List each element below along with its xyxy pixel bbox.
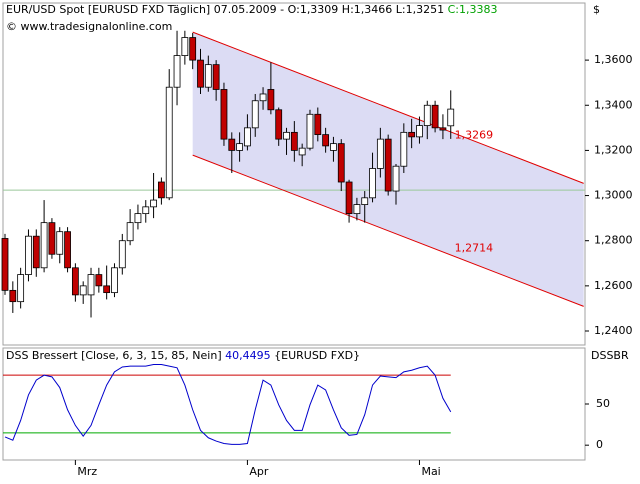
y-tick-label: 0 <box>596 438 603 451</box>
axis-label: $ <box>593 3 600 16</box>
x-tick-label: Apr <box>249 465 269 478</box>
candle-body <box>111 267 118 294</box>
candle-body <box>345 181 353 215</box>
candle-body <box>416 125 423 138</box>
candle-body <box>392 165 400 192</box>
main-panel <box>2 2 586 346</box>
candle-body <box>204 64 212 88</box>
candle-body <box>157 181 165 199</box>
y-tick-label: 1,3400 <box>594 98 633 111</box>
y-tick-label: 1,3600 <box>594 53 633 66</box>
candle-body <box>48 222 56 255</box>
candle-body <box>447 108 455 127</box>
channel-line <box>192 154 584 307</box>
indicator-title: DSS Bressert [Close, 6, 3, 15, 85, Nein]… <box>6 349 360 362</box>
candle-body <box>87 274 95 296</box>
candle-body <box>423 104 431 126</box>
indicator-line <box>4 363 452 445</box>
candle-body <box>212 64 220 90</box>
candle-body <box>56 231 64 255</box>
title: EUR/USD Spot [EURUSD FXD Täglich] 07.05.… <box>6 3 444 16</box>
candle-body <box>189 37 197 61</box>
candle-body <box>353 204 361 215</box>
chart-title: EUR/USD Spot [EURUSD FXD Täglich] 07.05.… <box>6 3 497 16</box>
candle-body <box>17 274 25 303</box>
y-tick-label: 1,2400 <box>594 324 633 337</box>
candle-body <box>400 131 408 167</box>
candle-body <box>64 231 71 269</box>
value-label: 40,4495 <box>225 349 271 362</box>
candle-body <box>322 134 330 147</box>
candle-body <box>408 131 416 138</box>
candle-body <box>384 138 392 192</box>
y-tick-label: 50 <box>596 397 610 410</box>
candle-body <box>228 138 236 151</box>
candle-body <box>79 285 87 296</box>
candle-body <box>376 138 384 169</box>
candle-body <box>259 93 267 102</box>
candle-body <box>71 267 79 296</box>
candle-body <box>32 235 40 269</box>
candle-body <box>236 143 244 151</box>
y-tick-label: 1,2600 <box>594 279 633 292</box>
watermark: © www.tradesignalonline.com <box>6 20 172 33</box>
candle-body <box>267 89 275 111</box>
symbol: {EURUSD FXD} <box>274 349 360 362</box>
candle-body <box>197 59 204 88</box>
candle-body <box>283 131 290 140</box>
candle-body <box>25 235 32 275</box>
title-close: C:1,3383 <box>448 3 498 16</box>
candle-body <box>314 113 322 136</box>
candle-body <box>361 197 369 205</box>
candle-body <box>181 37 189 56</box>
candle-body <box>244 127 251 147</box>
candle-body <box>95 274 103 287</box>
candle-body <box>431 104 439 129</box>
candle-body <box>40 222 48 269</box>
y-tick-label: 1,3000 <box>594 189 633 202</box>
candle-body <box>220 89 228 140</box>
candle-body <box>298 147 306 156</box>
candle-body <box>369 168 376 199</box>
candle-body <box>9 289 17 303</box>
candle-body <box>337 143 345 183</box>
y-tick-label: 1,2800 <box>594 234 633 247</box>
y-tick-label: 1,3200 <box>594 143 633 156</box>
title: DSS Bressert [Close, 6, 3, 15, 85, Nein] <box>6 349 222 362</box>
candle-body <box>150 199 157 208</box>
candle-body <box>275 109 283 140</box>
candle-body <box>126 222 134 242</box>
channel-line <box>192 31 584 184</box>
candle-body <box>290 131 298 151</box>
candle-body <box>251 100 259 129</box>
candle-body <box>439 127 447 131</box>
axis-label: DSSBR <box>591 349 629 362</box>
candle-body <box>173 55 181 88</box>
candle-body <box>306 113 314 149</box>
channel-label: 1,2714 <box>455 241 494 254</box>
candle-body <box>118 240 126 269</box>
candle-body <box>165 86 173 199</box>
candle-body <box>1 238 9 291</box>
channel-label: 1,3269 <box>455 128 494 141</box>
candle-body <box>330 143 337 151</box>
candle-body <box>103 285 111 294</box>
plot-layer: 1,3269 1,2714 1,2400 1,2600 1,2800 1,3000 1,32… <box>1 30 633 478</box>
x-tick-label: Mrz <box>77 465 97 478</box>
candle-body <box>142 206 150 215</box>
candle-body <box>134 213 142 224</box>
x-tick-label: Mai <box>421 465 440 478</box>
